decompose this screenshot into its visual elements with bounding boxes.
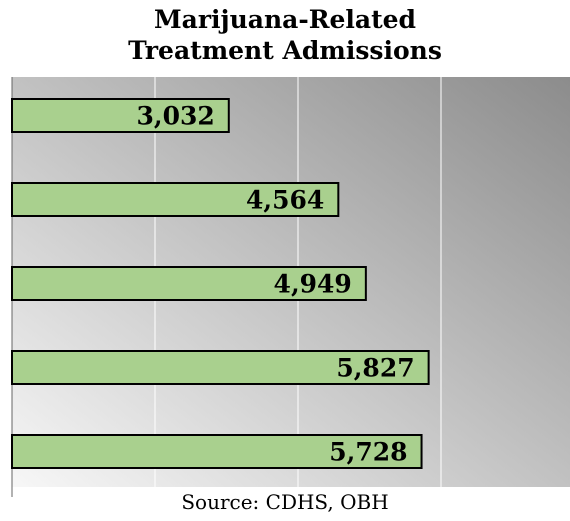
chart-title-line-2: Treatment Admissions — [128, 36, 442, 65]
bar-3 — [11, 266, 367, 301]
source-note: Source: CDHS, OBH — [181, 490, 389, 514]
bar-value-label-2: 4,564 — [246, 186, 324, 215]
chart-title: Marijuana-Related Treatment Admissions — [0, 4, 570, 66]
bar-1 — [11, 98, 230, 133]
bars: 3,032 4,564 4,949 5,827 5,728 — [11, 98, 430, 469]
bar-5 — [11, 434, 423, 469]
bar-value-label-1: 3,032 — [136, 102, 214, 131]
bar-value-label-3: 4,949 — [274, 270, 352, 299]
bar-value-label-4: 5,827 — [336, 354, 414, 383]
chart-title-line-1: Marijuana-Related — [153, 5, 417, 34]
bar-2 — [11, 182, 340, 217]
bar-value-label-5: 5,728 — [329, 438, 407, 467]
bar-4 — [11, 350, 430, 385]
